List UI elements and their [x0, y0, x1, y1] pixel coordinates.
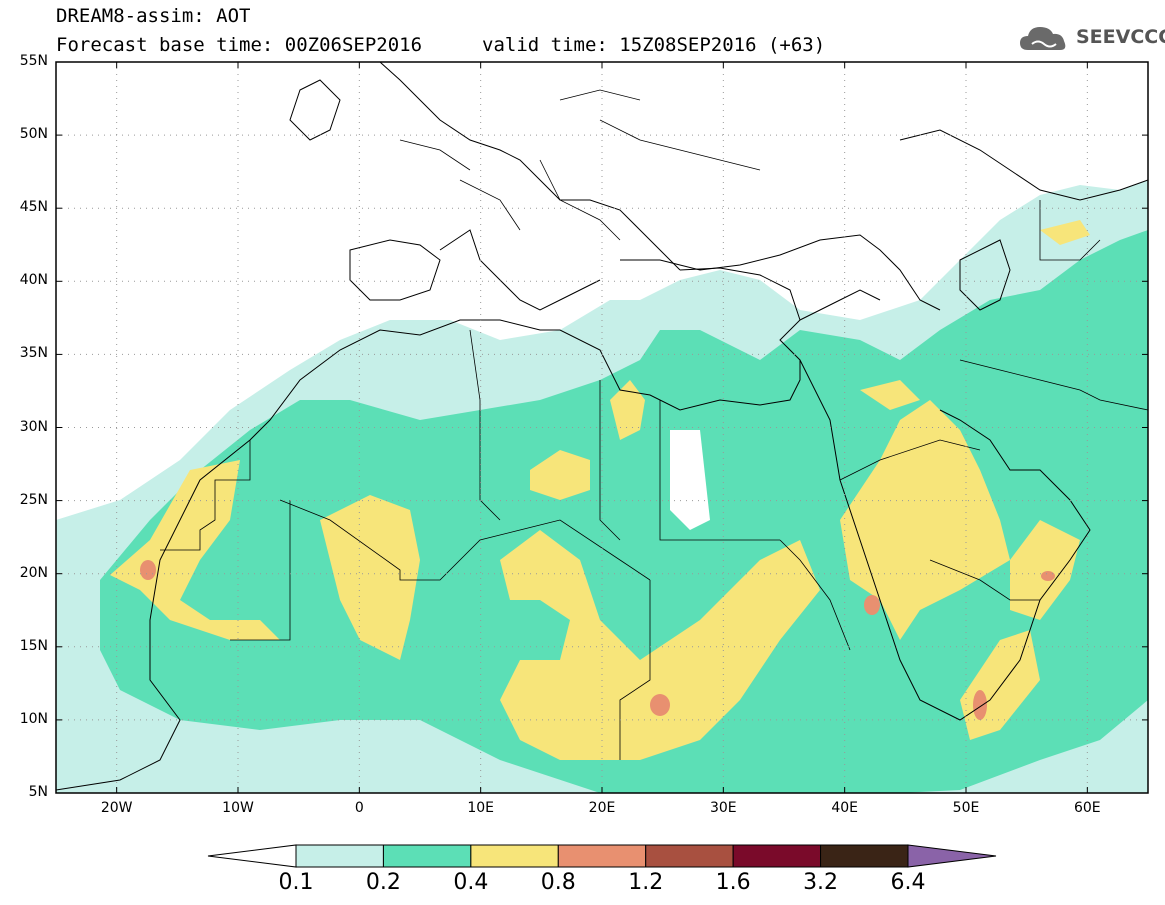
- lon-tick-label: 30E: [709, 800, 737, 816]
- aot-band-high: [860, 380, 920, 410]
- lat-tick-label: 10N: [19, 710, 48, 727]
- colorbar-label: 1.6: [715, 870, 751, 895]
- axis-ticks: [56, 61, 1148, 794]
- lat-tick-label: 40N: [19, 272, 48, 289]
- aot-band-high: [840, 400, 1010, 640]
- lat-tick-label: 35N: [19, 345, 48, 362]
- valid-time: valid time: 15Z08SEP2016 (+63): [482, 34, 826, 56]
- lat-lon-grid: [56, 62, 1148, 793]
- colorbar-label: 1.2: [628, 870, 664, 895]
- lat-tick-label: 55N: [19, 53, 48, 69]
- lon-tick-label: 20W: [100, 800, 133, 816]
- aot-band-high: [1040, 220, 1090, 245]
- map-title: DREAM8-assim: AOT: [56, 5, 251, 27]
- lat-tick-label: 5N: [28, 784, 48, 800]
- lon-tick-label: 10W: [222, 800, 254, 816]
- aot-band-peak: [864, 595, 880, 615]
- lat-tick-label: 50N: [19, 126, 48, 143]
- aot-clear-area: [670, 430, 710, 530]
- coastlines: [56, 62, 1148, 791]
- colorbar-label: 0.8: [540, 870, 576, 895]
- lat-tick-label: 45N: [19, 199, 48, 216]
- lon-tick-label: 50E: [952, 800, 980, 816]
- aot-band-peak: [140, 560, 156, 580]
- aot-band-peak: [973, 690, 987, 720]
- cloud-icon: [1020, 27, 1066, 50]
- lat-tick-label: 25N: [19, 491, 48, 508]
- logo-text: SEEVCCC: [1076, 26, 1165, 48]
- aot-shading: [56, 180, 1148, 793]
- colorbar-label: 0.2: [365, 870, 401, 895]
- lat-tick-label: 15N: [19, 637, 48, 654]
- colorbar-label: 3.2: [803, 870, 839, 895]
- country-borders: [160, 89, 1148, 760]
- aot-band-high: [1010, 520, 1080, 620]
- aot-band-peak: [650, 694, 670, 716]
- aot-band-high: [610, 380, 645, 440]
- lon-tick-label: 10E: [467, 800, 494, 816]
- aot-band-high: [320, 495, 420, 660]
- aot-band-high: [530, 450, 590, 500]
- lon-tick-label: 60E: [1073, 800, 1101, 816]
- aot-band-high: [500, 530, 820, 760]
- lat-tick-label: 20N: [19, 564, 48, 581]
- lon-tick-label: 0: [354, 800, 364, 816]
- aot-band-mid: [100, 230, 1148, 793]
- aot-band-peak: [1041, 571, 1055, 581]
- lat-tick-label: 30N: [19, 418, 48, 435]
- lon-tick-label: 40E: [831, 800, 858, 816]
- colorbar-label: 6.4: [890, 870, 926, 895]
- lon-tick-label: 20E: [588, 800, 616, 816]
- colorbar-label: 0.1: [278, 870, 314, 895]
- forecast-base-time: Forecast base time: 00Z06SEP2016: [56, 34, 423, 56]
- colorbar-label: 0.4: [453, 870, 489, 895]
